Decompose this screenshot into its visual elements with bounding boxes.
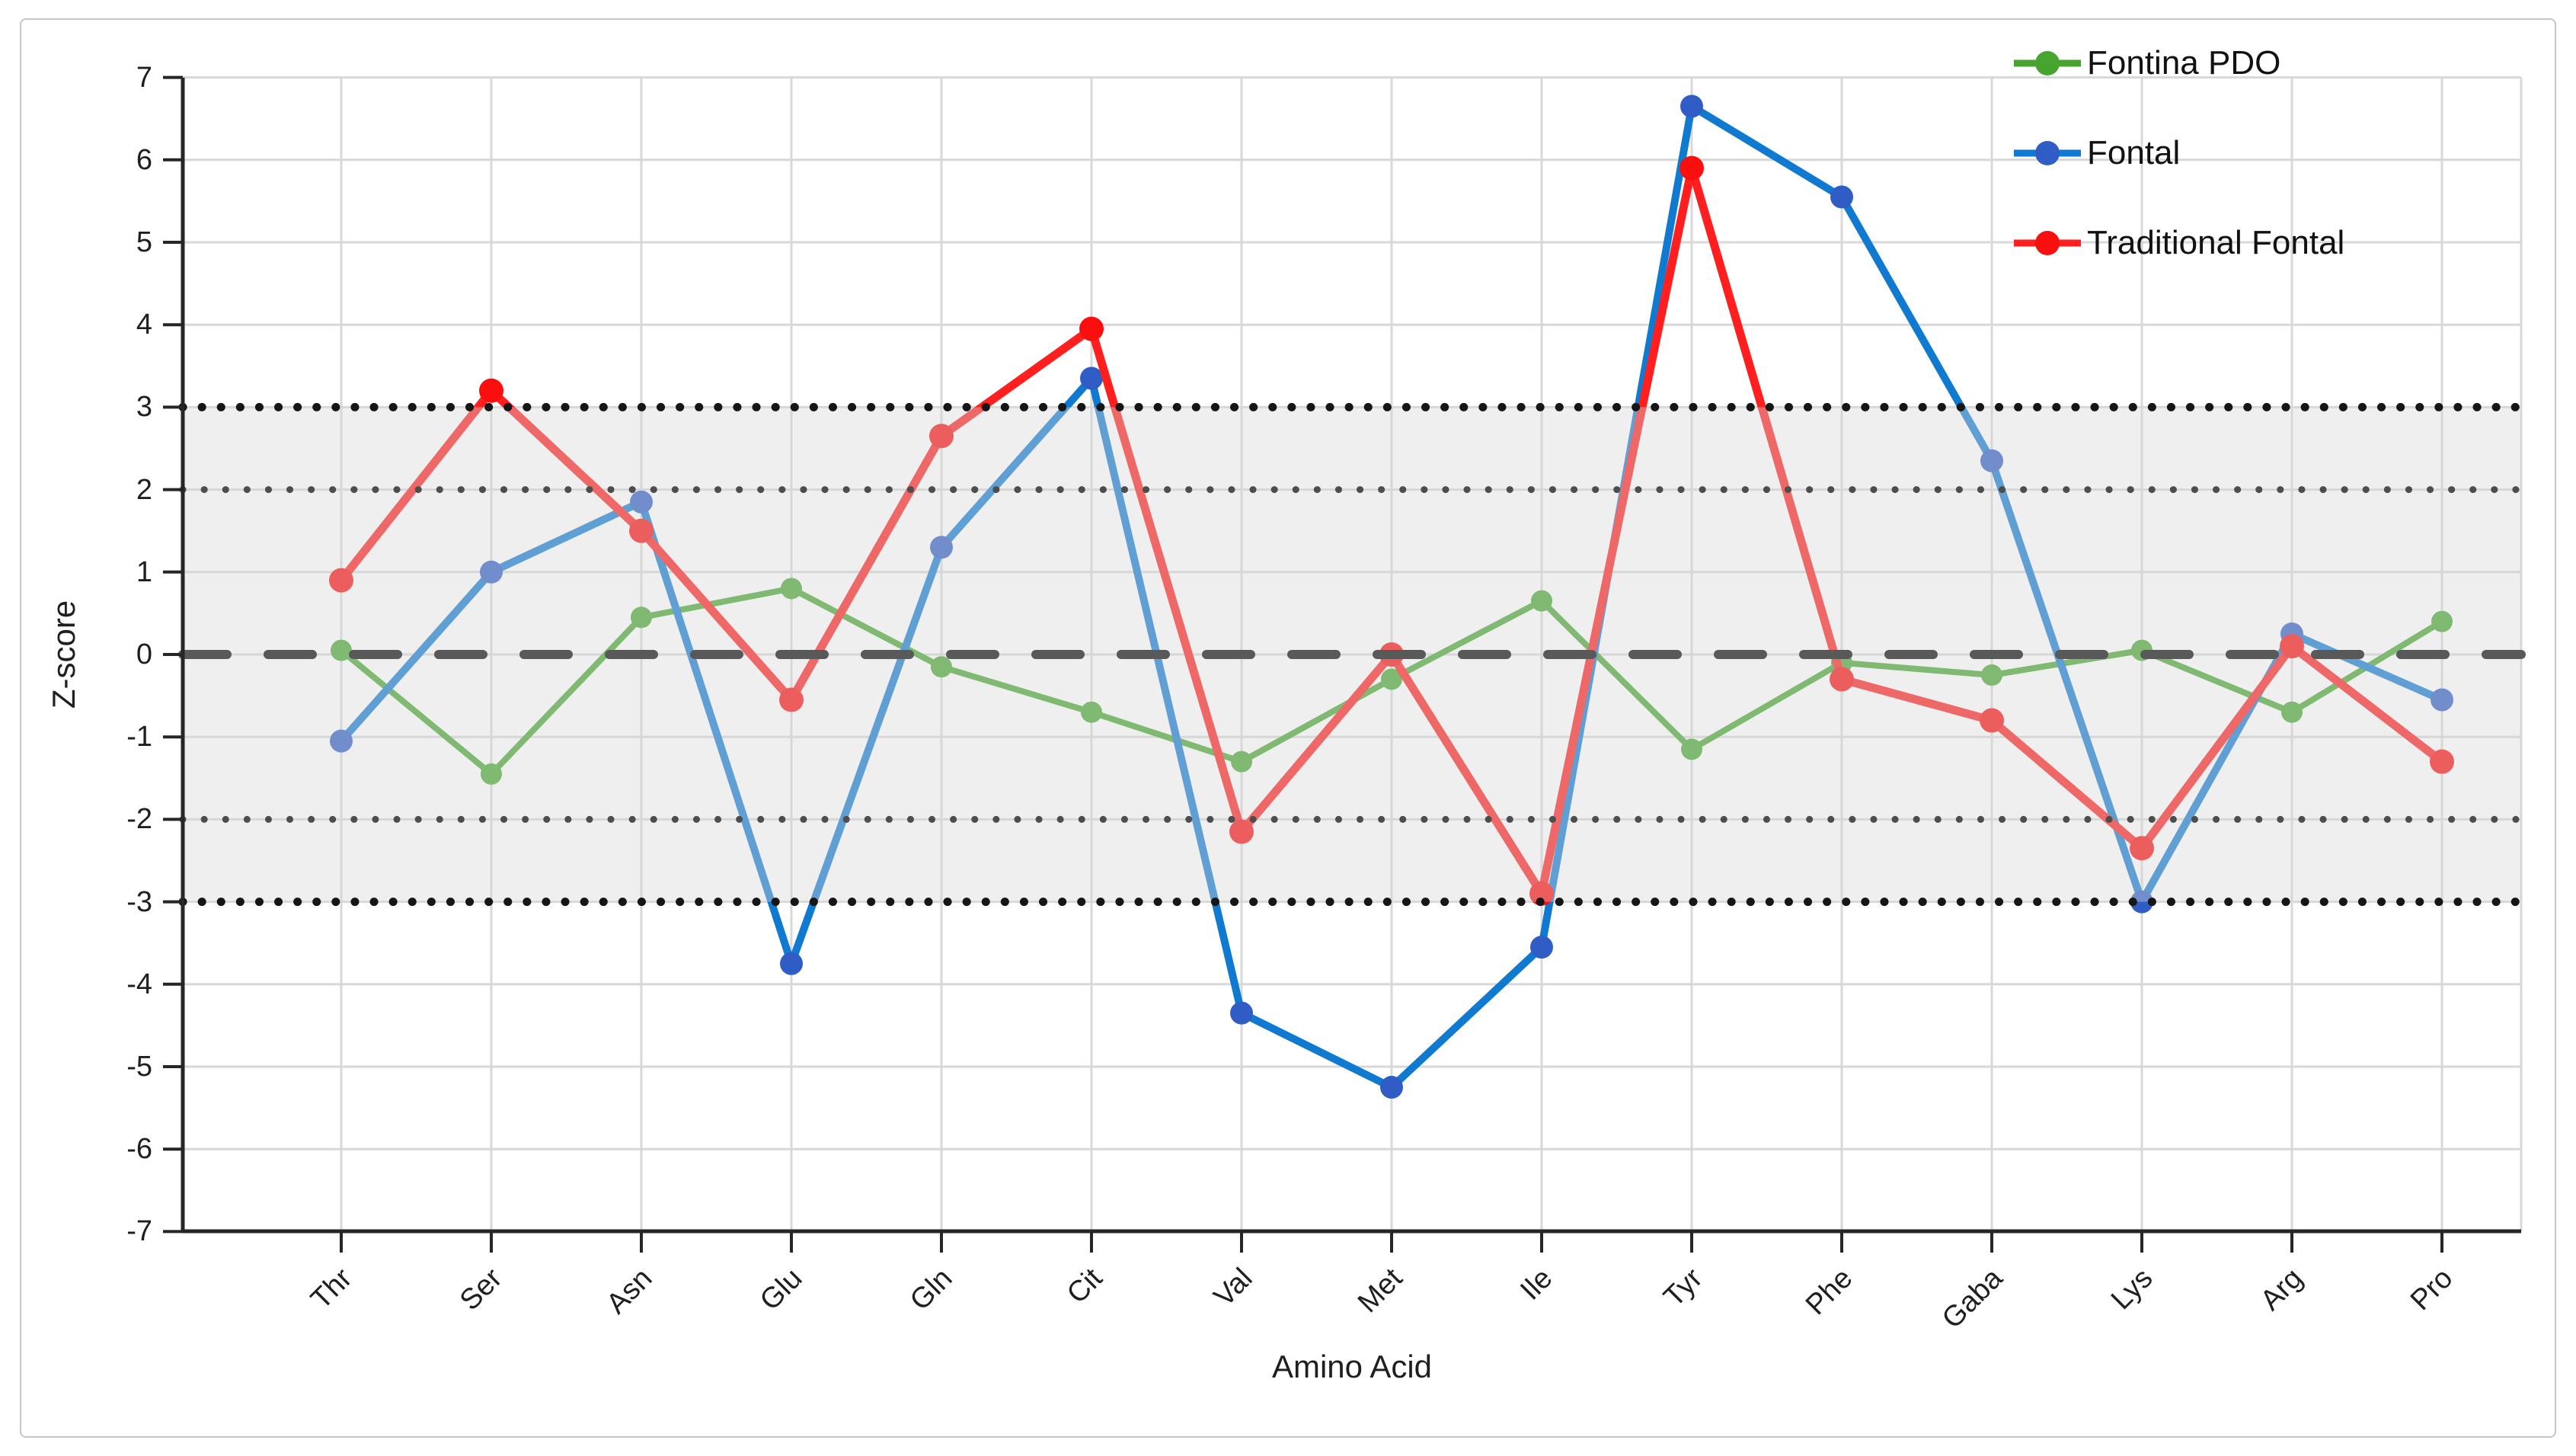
data-point-marker [2280, 634, 2304, 659]
data-point-marker [931, 656, 952, 678]
data-point-marker [1230, 1001, 1253, 1025]
y-tick-label: 0 [136, 638, 152, 670]
legend-item: Traditional Fontal [2012, 224, 2344, 262]
data-point-marker [329, 568, 353, 593]
data-point-marker [479, 378, 503, 403]
y-tick-label: 6 [136, 143, 152, 176]
data-point-marker [481, 763, 502, 785]
y-tick-label: 5 [136, 226, 152, 258]
axes [163, 75, 2521, 1253]
x-axis-title: Amino Acid [1271, 1349, 1433, 1384]
data-point-marker [1081, 701, 1102, 723]
data-point-marker [1680, 94, 1703, 118]
data-point-marker [2431, 688, 2453, 712]
data-point-marker [2281, 701, 2303, 723]
y-tick-label: 4 [136, 309, 152, 341]
legend-item: Fontal [2012, 134, 2344, 172]
legend-marker-icon [2014, 51, 2081, 75]
y-tick-label: 3 [136, 391, 152, 424]
data-point-marker [929, 424, 954, 449]
data-point-marker [1981, 664, 2002, 686]
y-tick-label: -1 [126, 721, 152, 754]
y-tick-label: -4 [126, 968, 152, 1000]
y-tick-label: -5 [126, 1051, 152, 1083]
legend-marker-icon [2014, 141, 2081, 165]
data-point-marker [1529, 881, 1554, 906]
data-point-marker [631, 606, 652, 629]
data-point-marker [1980, 708, 2004, 733]
data-point-marker [781, 578, 802, 600]
legend-label: Traditional Fontal [2087, 224, 2345, 261]
data-point-marker [930, 536, 953, 559]
data-point-marker [1381, 668, 1402, 690]
data-point-marker [1680, 155, 1704, 181]
y-axis-title: Z-score [46, 600, 81, 709]
data-point-marker [630, 490, 653, 514]
data-point-marker [1380, 1076, 1403, 1099]
y-tick-label: -3 [126, 885, 152, 918]
y-tick-label: -2 [126, 803, 152, 836]
data-point-marker [1530, 936, 1553, 959]
data-point-marker [1080, 366, 1103, 390]
data-point-marker [480, 560, 503, 584]
data-point-marker [1830, 185, 1853, 209]
data-point-marker [330, 729, 353, 753]
data-point-marker [779, 687, 804, 712]
legend-marker-icon [2014, 231, 2081, 255]
data-point-marker [1681, 738, 1702, 760]
data-point-marker [1531, 590, 1552, 612]
data-point-marker [1231, 750, 1252, 773]
data-point-marker [2430, 749, 2454, 774]
legend: Fontina PDO Fontal Traditional Fontal [2012, 44, 2344, 262]
data-point-marker [2130, 890, 2153, 914]
data-point-marker [2130, 836, 2154, 861]
data-point-marker [780, 952, 803, 975]
legend-label: Fontal [2087, 134, 2181, 171]
legend-item: Fontina PDO [2012, 44, 2344, 82]
data-point-marker [1830, 667, 1854, 692]
y-tick-label: 2 [136, 473, 152, 506]
data-point-marker [2431, 610, 2453, 632]
data-point-marker [1079, 316, 1104, 341]
y-tick-label: -6 [126, 1133, 152, 1166]
data-point-marker [629, 518, 654, 543]
data-point-marker [1980, 449, 2003, 472]
data-point-marker [1229, 819, 1254, 844]
legend-label: Fontina PDO [2087, 44, 2281, 82]
y-tick-label: 1 [136, 555, 152, 588]
y-tick-label: 7 [136, 61, 152, 94]
data-point-marker [331, 639, 352, 661]
y-tick-label: -7 [126, 1215, 152, 1248]
figure-border [20, 18, 2556, 1438]
